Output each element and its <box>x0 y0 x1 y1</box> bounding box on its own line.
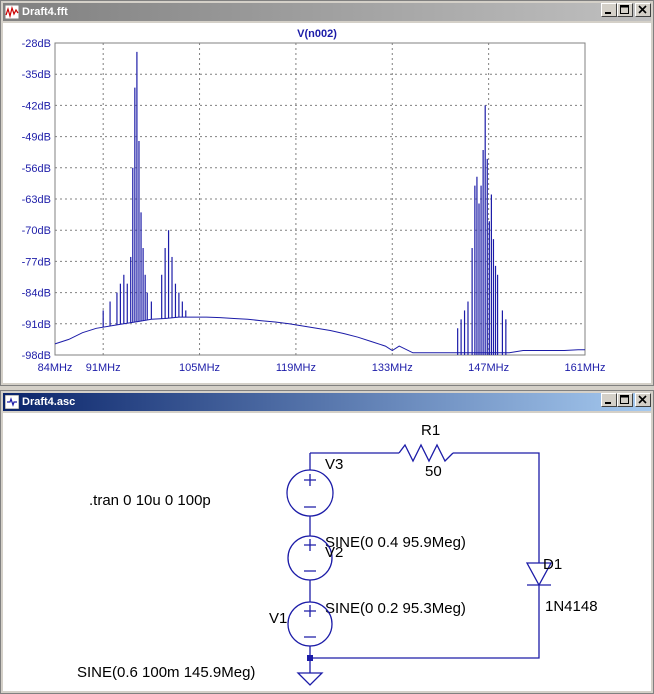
schematic-window-controls <box>601 393 651 407</box>
plot-area[interactable]: V(n002) -28dB -35dB -42dB -49dB -56dB -63dB -7… <box>3 23 651 383</box>
waveform-icon <box>5 5 19 19</box>
wire[interactable] <box>453 452 540 563</box>
minimize-icon <box>605 12 611 14</box>
y-tick-label: -70dB <box>22 225 51 237</box>
y-tick-label: -98dB <box>22 350 51 362</box>
schematic-window: Draft4.asc R1 50 <box>0 390 654 694</box>
fft-chart[interactable]: V(n002) -28dB -35dB -42dB -49dB -56dB -63dB -7… <box>3 23 653 385</box>
node-junction[interactable] <box>307 655 313 661</box>
ground-icon[interactable] <box>296 672 324 686</box>
y-tick-label: -84dB <box>22 288 51 300</box>
close-button[interactable] <box>635 393 651 407</box>
schematic-canvas[interactable]: R1 50 V3 SINE(0 0.4 95.9Meg) V2 SINE(0 0… <box>3 413 651 691</box>
schematic-window-title: Draft4.asc <box>22 396 76 408</box>
close-icon <box>638 5 647 14</box>
x-tick-label: 105MHz <box>179 362 220 374</box>
r1-name[interactable]: R1 <box>421 422 440 439</box>
v2-value[interactable]: SINE(0 0.2 95.3Meg) <box>325 600 466 617</box>
plot-window: Draft4.fft V(n002) -28dB -35dB -42dB -49dB -… <box>0 0 654 386</box>
v3-value[interactable]: SINE(0 0.4 95.9Meg) <box>325 534 466 551</box>
maximize-icon <box>620 5 629 14</box>
schematic-drawing[interactable]: R1 50 V3 SINE(0 0.4 95.9Meg) V2 SINE(0 0… <box>3 413 653 691</box>
x-tick-label: 147MHz <box>468 362 509 374</box>
schematic-icon <box>5 395 19 409</box>
x-tick-label: 161MHz <box>565 362 606 374</box>
voltage-source-v1[interactable] <box>287 601 333 647</box>
r1-value[interactable]: 50 <box>425 463 442 480</box>
y-tick-label: -56dB <box>22 163 51 175</box>
y-tick-label: -77dB <box>22 256 51 268</box>
minimize-icon <box>605 402 611 404</box>
trace-label[interactable]: V(n002) <box>297 28 337 40</box>
schematic-window-titlebar[interactable]: Draft4.asc <box>3 393 651 411</box>
plot-window-controls <box>601 3 651 17</box>
wire[interactable] <box>310 595 540 659</box>
plot-window-title: Draft4.fft <box>22 6 68 18</box>
y-tick-label: -63dB <box>22 194 51 206</box>
plot-window-titlebar[interactable]: Draft4.fft <box>3 3 651 21</box>
y-tick-label: -28dB <box>22 38 51 50</box>
plot-frame <box>54 42 586 356</box>
close-icon <box>638 395 647 404</box>
maximize-icon <box>620 395 629 404</box>
voltage-source-v3[interactable] <box>286 469 334 517</box>
minimize-button[interactable] <box>601 393 617 407</box>
v1-value[interactable]: SINE(0.6 100m 145.9Meg) <box>77 664 255 681</box>
x-tick-label: 91MHz <box>86 362 121 374</box>
y-tick-label: -35dB <box>22 69 51 81</box>
d1-name[interactable]: D1 <box>543 556 562 573</box>
v1-name[interactable]: V1 <box>269 610 287 627</box>
resistor-r1[interactable] <box>398 443 454 463</box>
diode-d1[interactable] <box>525 562 553 595</box>
voltage-source-v2[interactable] <box>287 535 333 581</box>
x-tick-label: 133MHz <box>372 362 413 374</box>
x-tick-label: 84MHz <box>38 362 73 374</box>
tran-directive[interactable]: .tran 0 10u 0 100p <box>89 492 211 509</box>
y-tick-label: -42dB <box>22 100 51 112</box>
x-tick-label: 119MHz <box>276 362 316 374</box>
v2-name[interactable]: V2 <box>325 544 343 561</box>
v3-name[interactable]: V3 <box>325 456 343 473</box>
maximize-button[interactable] <box>617 393 633 407</box>
y-tick-label: -49dB <box>22 132 51 144</box>
close-button[interactable] <box>635 3 651 17</box>
maximize-button[interactable] <box>617 3 633 17</box>
d1-value[interactable]: 1N4148 <box>545 598 598 615</box>
minimize-button[interactable] <box>601 3 617 17</box>
y-tick-label: -91dB <box>22 319 51 331</box>
noise-floor-line <box>54 316 585 354</box>
